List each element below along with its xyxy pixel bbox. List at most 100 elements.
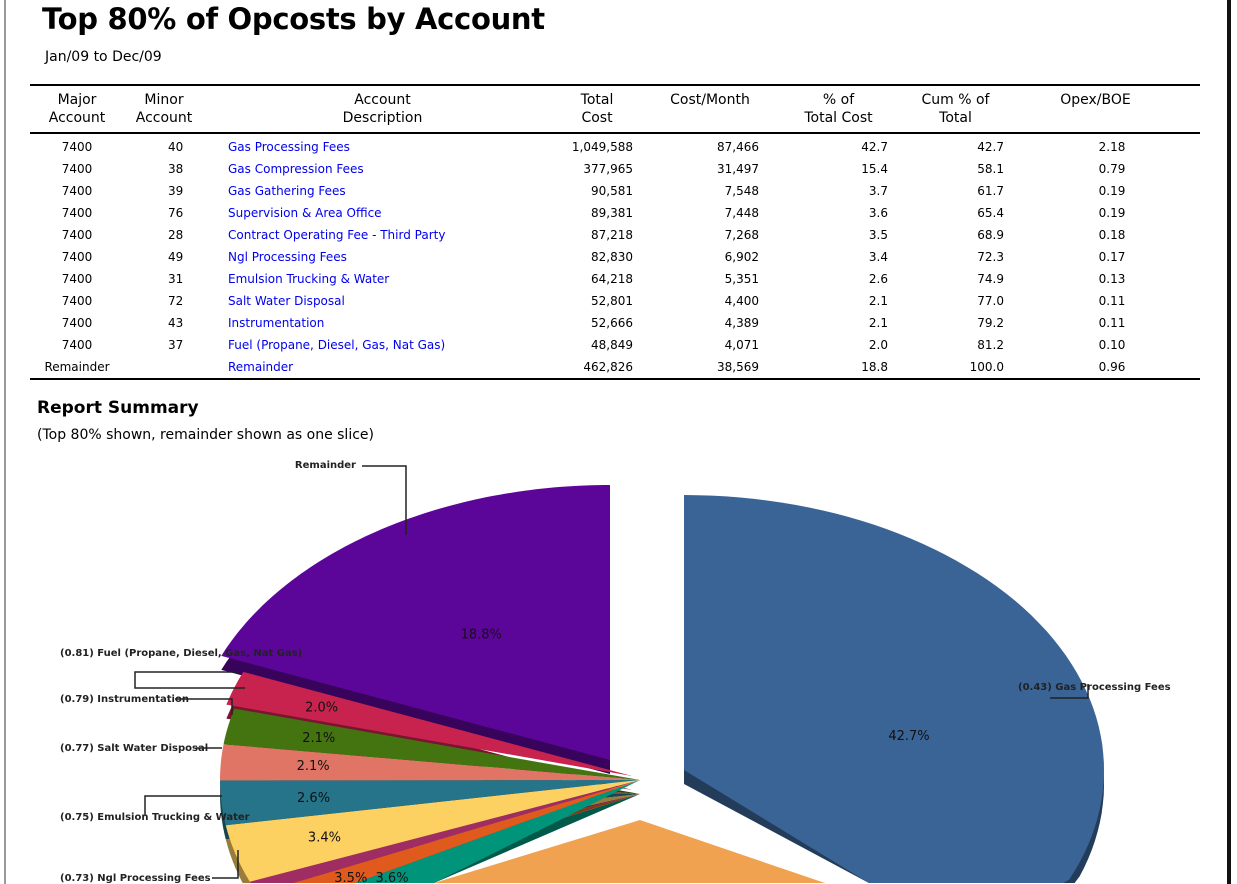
opex-boe: 0.10 xyxy=(1098,338,1126,352)
opex-boe: 0.11 xyxy=(1098,294,1126,308)
account-description: Emulsion Trucking & Water xyxy=(204,268,561,290)
account-link[interactable]: Salt Water Disposal xyxy=(228,294,345,308)
slice-pct-label: 3.4% xyxy=(308,831,341,846)
slice-callout-label: (0.75) Emulsion Trucking & Water xyxy=(60,812,250,823)
major-account: 7400 xyxy=(61,272,93,286)
account-link[interactable]: Instrumentation xyxy=(228,316,325,330)
pie-slice[interactable] xyxy=(249,780,641,883)
callout-leader-line xyxy=(1050,684,1089,699)
table-row: Remainder Remainder 462,826 38,569 18.8 100.0… xyxy=(30,356,1200,380)
minor-account: 37 xyxy=(168,338,184,352)
pct-total-cost: 15.4 xyxy=(861,162,888,176)
pie-slice[interactable] xyxy=(226,671,632,776)
cum-pct-total: 65.4 xyxy=(977,206,1004,220)
slice-pct-label: 2.0% xyxy=(305,700,338,715)
pie-slice[interactable] xyxy=(434,820,825,883)
table-row: 7400 49 Ngl Processing Fees 82,830 6,902 3.4 7… xyxy=(30,246,1200,268)
column-header-line: Cost xyxy=(581,110,613,126)
column-header: Cost/Month xyxy=(661,84,789,134)
column-header-line: Minor xyxy=(144,92,184,108)
column-header-line: Total Cost xyxy=(804,110,873,126)
column-header-line: Opex/BOE xyxy=(1060,92,1131,108)
slice-pct-label: 18.8% xyxy=(461,627,502,642)
pie-chart: 42.7% 3.6% 3.5% 3.4% 2.6% 2.1% 2.1% 2.0% 18.8% (0… xyxy=(60,460,1171,884)
column-header-line: Description xyxy=(342,110,423,126)
slice-pct-label: 2.1% xyxy=(302,731,335,746)
pct-total-cost: 42.7 xyxy=(861,140,888,154)
minor-account xyxy=(124,356,204,380)
pie-slice[interactable] xyxy=(220,780,640,826)
table-row: 7400 31 Emulsion Trucking & Water 64,218 5,3… xyxy=(30,268,1200,290)
opex-boe: 0.18 xyxy=(1098,228,1126,242)
total-cost: 90,581 xyxy=(591,184,633,198)
pct-total-cost: 3.6 xyxy=(868,206,888,220)
opex-boe: 0.11 xyxy=(1098,316,1126,330)
report-summary-title: Report Summary xyxy=(37,398,199,418)
account-description: Supervision & Area Office xyxy=(204,202,561,224)
account-link[interactable]: Gas Processing Fees xyxy=(228,140,350,154)
account-link[interactable]: Gas Gathering Fees xyxy=(228,184,346,198)
opex-boe: 0.96 xyxy=(1024,356,1200,380)
account-link[interactable]: Gas Compression Fees xyxy=(228,162,364,176)
callout-leader-line xyxy=(212,850,239,879)
cost-per-month: 7,448 xyxy=(724,206,759,220)
minor-account: 39 xyxy=(168,184,184,198)
left-border xyxy=(4,0,6,884)
opex-boe: 0.19 xyxy=(1098,184,1126,198)
table-row: 7400 37 Fuel (Propane, Diesel, Gas, Nat Ga… xyxy=(30,334,1200,356)
table-row: 7400 40 Gas Processing Fees 1,049,588 87,466… xyxy=(30,133,1200,158)
pct-total-cost: 2.6 xyxy=(868,272,888,286)
opcost-table: Major Account Minor Account Account Descripti… xyxy=(30,84,1200,380)
slice-pct-label: 42.7% xyxy=(888,729,929,744)
cum-pct-total: 100.0 xyxy=(907,356,1024,380)
account-description: Fuel (Propane, Diesel, Gas, Nat Gas) xyxy=(204,334,561,356)
account-description: Ngl Processing Fees xyxy=(204,246,561,268)
column-header: Account Description xyxy=(204,84,561,134)
cost-per-month: 5,351 xyxy=(724,272,759,286)
pct-total-cost: 3.4 xyxy=(868,250,888,264)
pct-total-cost: 18.8 xyxy=(789,356,907,380)
major-account: 7400 xyxy=(61,316,93,330)
total-cost: 82,830 xyxy=(591,250,633,264)
account-link[interactable]: Remainder xyxy=(228,360,294,374)
pie-slice[interactable] xyxy=(684,495,1104,883)
cum-pct-total: 81.2 xyxy=(977,338,1004,352)
account-link[interactable]: Emulsion Trucking & Water xyxy=(228,272,390,286)
pct-total-cost: 2.1 xyxy=(868,294,888,308)
account-link[interactable]: Fuel (Propane, Diesel, Gas, Nat Gas) xyxy=(228,338,446,352)
minor-account: 49 xyxy=(168,250,184,264)
column-header-line: Account xyxy=(48,110,106,126)
callout-leader-line xyxy=(362,465,407,535)
account-link[interactable]: Ngl Processing Fees xyxy=(228,250,347,264)
slice-pct-label: 3.5% xyxy=(334,871,367,884)
pie-slice[interactable] xyxy=(220,744,640,781)
cost-per-month: 7,548 xyxy=(724,184,759,198)
account-link[interactable]: Supervision & Area Office xyxy=(228,206,382,220)
table-header-row: Major Account Minor Account Account Descripti… xyxy=(30,84,1200,134)
minor-account: 28 xyxy=(168,228,184,242)
pie-slice[interactable] xyxy=(293,780,640,883)
account-description: Remainder xyxy=(204,356,561,380)
cum-pct-total: 74.9 xyxy=(977,272,1004,286)
minor-account: 31 xyxy=(168,272,184,286)
slice-callout-label: Remainder xyxy=(295,460,356,471)
pie-slice[interactable] xyxy=(223,708,640,780)
cum-pct-total: 77.0 xyxy=(977,294,1004,308)
total-cost: 64,218 xyxy=(591,272,633,286)
column-header-line: Cum % of xyxy=(921,92,990,108)
slice-pct-label: 2.6% xyxy=(297,791,330,806)
cum-pct-total: 79.2 xyxy=(977,316,1004,330)
minor-account: 38 xyxy=(168,162,184,176)
cum-pct-total: 68.9 xyxy=(977,228,1004,242)
cost-per-month: 31,497 xyxy=(717,162,759,176)
total-cost: 377,965 xyxy=(583,162,633,176)
pie-slice[interactable] xyxy=(221,485,611,760)
account-link[interactable]: Contract Operating Fee - Third Party xyxy=(228,228,446,242)
cost-per-month: 4,400 xyxy=(724,294,759,308)
account-description: Gas Processing Fees xyxy=(204,133,561,158)
cost-per-month: 4,071 xyxy=(724,338,759,352)
callout-leader-line xyxy=(144,795,222,815)
slice-callout-label: (0.77) Salt Water Disposal xyxy=(60,743,208,754)
pie-slice[interactable] xyxy=(225,780,640,882)
total-cost: 89,381 xyxy=(591,206,633,220)
